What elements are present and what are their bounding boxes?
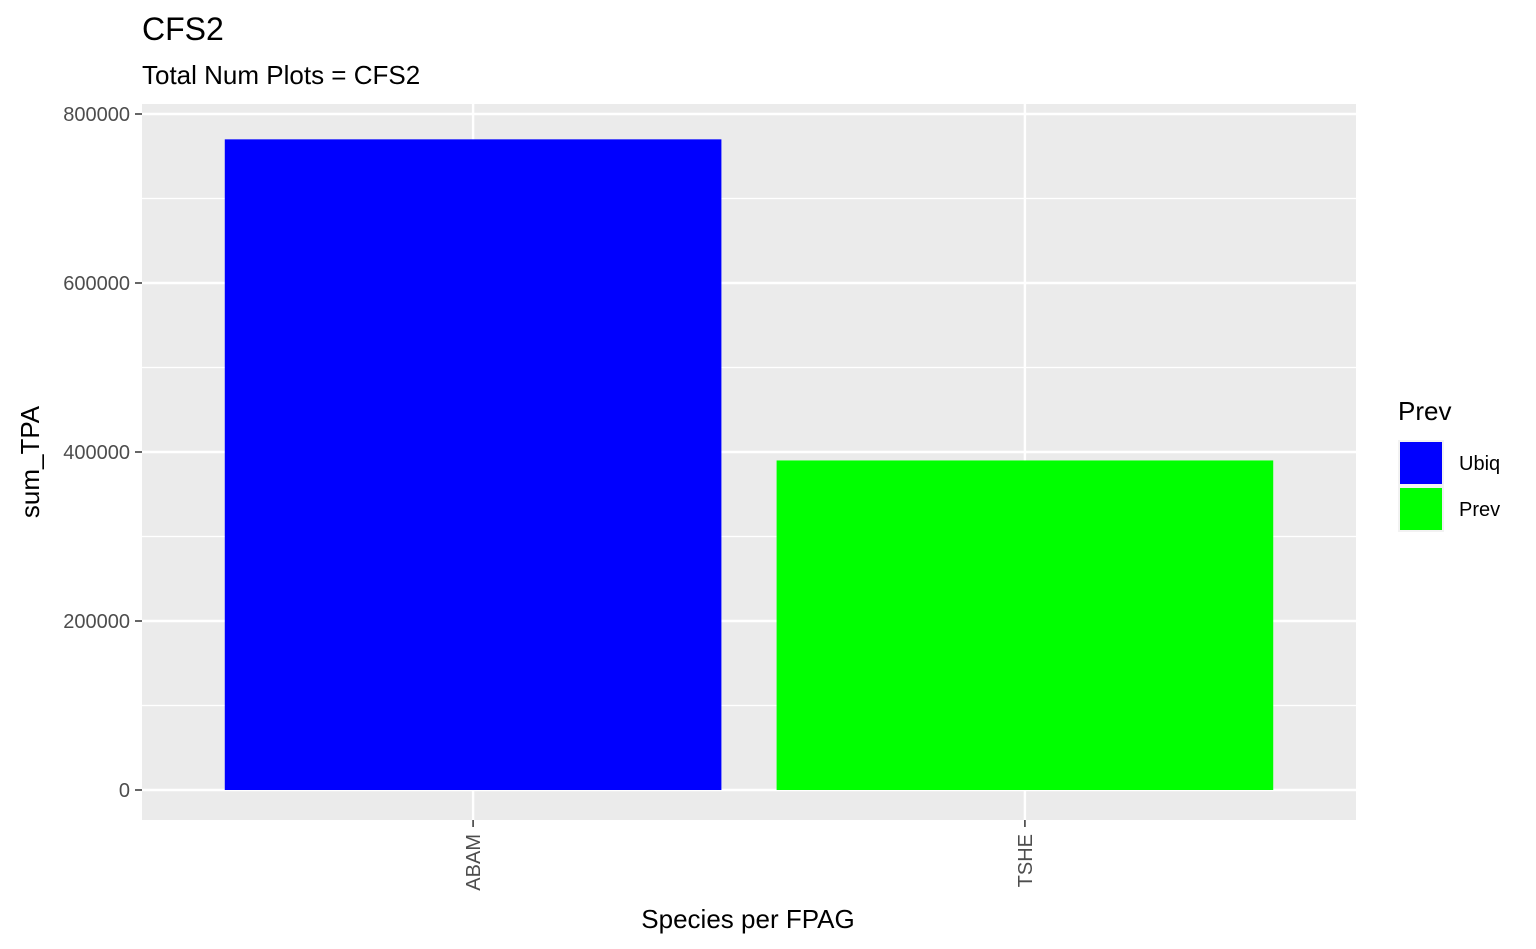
y-tick-label: 800000 (63, 104, 130, 126)
bar-abam (224, 139, 722, 791)
x-tick-label: TSHE (1015, 834, 1037, 887)
legend-swatch-prev (1400, 488, 1442, 530)
bar-tshe (776, 460, 1274, 790)
chart-title: CFS2 (142, 11, 224, 47)
legend-swatch-ubiq (1400, 442, 1442, 484)
legend: Prev Ubiq Prev (1398, 396, 1500, 532)
x-tick-label: ABAM (463, 834, 485, 891)
y-tick-label: 400000 (63, 442, 130, 464)
y-axis-title: sum_TPA (15, 405, 45, 518)
x-axis-title: Species per FPAG (641, 904, 854, 934)
y-tick-label: 0 (119, 780, 130, 802)
y-tick-label: 600000 (63, 273, 130, 295)
legend-label: Prev (1459, 499, 1500, 521)
chart-subtitle: Total Num Plots = CFS2 (142, 60, 420, 90)
y-axis: 0 200000 400000 600000 800000 (63, 104, 142, 802)
y-tick-label: 200000 (63, 611, 130, 633)
bars (224, 139, 1274, 791)
legend-title: Prev (1398, 396, 1451, 426)
x-axis: ABAM TSHE (463, 820, 1037, 891)
legend-label: Ubiq (1459, 453, 1500, 475)
